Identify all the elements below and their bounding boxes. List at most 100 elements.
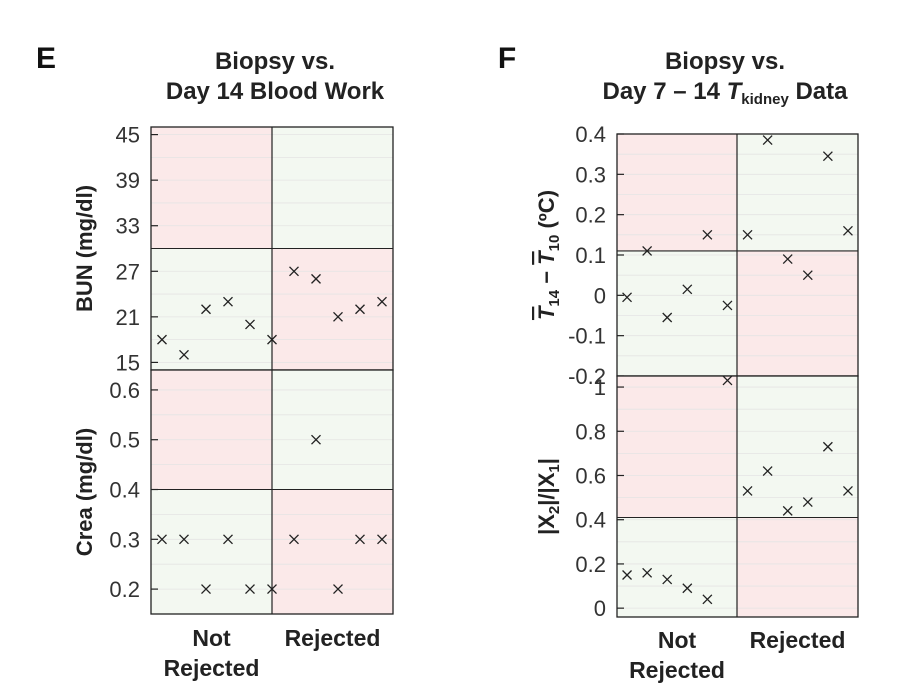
panel-e-subplot-2-tick-label: 0.2: [109, 577, 140, 602]
point-mark-stroke: [355, 534, 365, 545]
panel-e-category-label-1: Not: [192, 625, 231, 651]
panel-e-title: Biopsy vs.: [215, 48, 335, 75]
panel-f-subplot-1-region-lower-1: [617, 250, 737, 376]
panel-f-subplot-2-point-2: [642, 567, 653, 578]
panel-f-subplot-2-point-7: [742, 486, 753, 496]
panel-f-subplot-2-point-3: [662, 574, 673, 585]
panel-e-subplot-1-tick-label: 33: [116, 214, 140, 239]
point-mark-stroke: [762, 135, 773, 146]
panel-f-subplot-2-point-10: [802, 497, 813, 507]
panel-f-subplot-2-tick-label: 0.2: [575, 552, 606, 577]
point-mark-stroke: [762, 466, 773, 477]
panel-e-subplot-2-point-5: [245, 584, 255, 595]
panel-e-subplot-2-point-4: [223, 534, 233, 545]
panel-f-subplot-2-tick-label: 0.4: [575, 508, 606, 533]
panel-e-subplot-2-region-lower-1: [151, 489, 272, 614]
point-mark-stroke: [662, 312, 673, 323]
point-mark-stroke: [742, 486, 753, 496]
panel-f-subplot-2: 0 0.2 0.4 0.6 0.8 1 |X2|/|X1|: [534, 375, 859, 621]
panel-e-subplot-1-tick-label: 39: [116, 168, 140, 193]
panel-f-subplot-1-point-6: [722, 300, 733, 311]
panel-f: F Biopsy vs. Day 7 – 14 Tkidney Data -0.2 -0…: [498, 42, 859, 683]
panel-f-subplot-1-tick-label: -0.2: [568, 364, 606, 389]
point-mark-stroke: [223, 296, 233, 307]
point-mark-stroke: [622, 292, 633, 303]
point-mark-stroke: [333, 584, 343, 595]
panel-e-subplot-1-region-upper-1: [151, 127, 272, 249]
panel-f-subplot-1-point-1: [622, 292, 633, 303]
point-mark-stroke: [157, 534, 167, 545]
panel-e-subplot-2-tick-label: 0.5: [109, 428, 140, 453]
panel-e-subplot-1-point-10: [355, 304, 365, 315]
panel-f-subplot-1-point-7: [742, 229, 753, 240]
panel-e-category-label-1: Rejected: [164, 655, 260, 681]
panel-f-subplot-1-tick-label: 0.1: [575, 243, 606, 268]
panel-f-subplot-1-point-12: [842, 225, 853, 236]
point-mark-stroke: [245, 584, 255, 595]
panel-f-letter: F: [498, 42, 516, 75]
point-mark-stroke: [722, 300, 733, 311]
panel-e-subtitle: Day 14 Blood Work: [166, 78, 385, 105]
point-mark-stroke: [311, 434, 321, 445]
panel-f-subplot-1-region-upper-2: [737, 134, 858, 251]
panel-e: E Biopsy vs. Day 14 Blood Work 15 21 27 33 39 45…: [36, 42, 394, 681]
point-mark-stroke: [782, 254, 793, 264]
panel-f-subplot-2-point-4: [682, 583, 693, 594]
panel-f-subplot-2-point-8: [762, 466, 773, 477]
panel-f-title: Biopsy vs.: [665, 48, 785, 75]
panel-f-subplot-2-point-5: [702, 594, 713, 605]
panel-f-subplot-2-region-upper-2: [737, 376, 858, 518]
point-mark-stroke: [822, 151, 833, 162]
panel-e-subplot-2-region-lower-2: [272, 489, 393, 614]
point-mark-stroke: [642, 246, 653, 256]
point-mark-stroke: [289, 534, 299, 545]
panel-e-subplot-2-tick-label: 0.4: [109, 478, 140, 503]
point-mark-stroke: [842, 486, 853, 496]
point-mark-stroke: [245, 319, 255, 330]
panel-f-subplot-1-tick-label: 0.3: [575, 162, 606, 187]
panel-f-subplot-2-tick-label: 1: [594, 375, 606, 400]
point-mark-stroke: [333, 311, 343, 322]
panel-e-subplot-2-point-1: [157, 534, 167, 545]
panel-f-subplot-1-tick-label: -0.1: [568, 324, 606, 349]
panel-e-subplot-1-point-2: [179, 349, 189, 360]
point-mark-stroke: [782, 505, 793, 516]
point-mark-stroke: [842, 225, 853, 236]
point-mark-stroke: [622, 570, 633, 580]
panel-f-subplot-2-region-upper-1: [617, 376, 737, 518]
point-mark-stroke: [802, 497, 813, 507]
point-mark-stroke: [179, 534, 189, 545]
panel-e-subplot-1-point-6: [267, 334, 277, 345]
panel-f-subplot-1-tick-label: 0.2: [575, 203, 606, 228]
panel-e-subplot-1-point-3: [201, 304, 211, 315]
panel-f-subplot-2-frame: [616, 375, 859, 618]
panel-e-subplot-1-region-lower-1: [151, 248, 272, 370]
panel-f-subplot-1-point-2: [642, 246, 653, 256]
panel-f-subplot-2-tick-label: 0: [594, 596, 606, 621]
point-mark-stroke: [201, 304, 211, 315]
point-mark-stroke: [355, 304, 365, 315]
panel-f-subplot-2-tick-label: 0.6: [575, 463, 606, 488]
panel-e-subplot-1-region-upper-2: [272, 127, 393, 249]
panel-f-subplot-1-point-10: [802, 270, 813, 281]
panel-f-category-label-1: Not: [658, 627, 697, 653]
panel-e-subplot-2-tick-label: 0.3: [109, 527, 140, 552]
panel-f-category-label-1: Rejected: [629, 657, 725, 683]
panel-e-subplot-2-point-7: [289, 534, 299, 545]
panel-e-subplot-1-ylabel: BUN (mg/dl): [72, 185, 97, 312]
panel-e-subplot-2-ylabel: Crea (mg/dl): [72, 428, 97, 556]
panel-e-subplot-2-region-upper-1: [151, 370, 272, 490]
panel-f-subplot-2-point-1: [622, 570, 633, 580]
panel-f-subplot-1-point-9: [782, 254, 793, 264]
panel-f-subplot-1-point-3: [662, 312, 673, 323]
panel-f-subplot-2-tick-label: 0.8: [575, 419, 606, 444]
panel-e-subplot-2-tick-label: 0.6: [109, 378, 140, 403]
panel-f-subtitle: Day 7 – 14 Tkidney Data: [603, 78, 849, 108]
panel-e-subplot-2-point-3: [201, 584, 211, 595]
point-mark-stroke: [662, 574, 673, 585]
point-mark-stroke: [267, 334, 277, 345]
point-mark-stroke: [201, 584, 211, 595]
point-mark-stroke: [377, 534, 387, 545]
panel-e-subplot-1-tick-label: 21: [116, 305, 140, 330]
